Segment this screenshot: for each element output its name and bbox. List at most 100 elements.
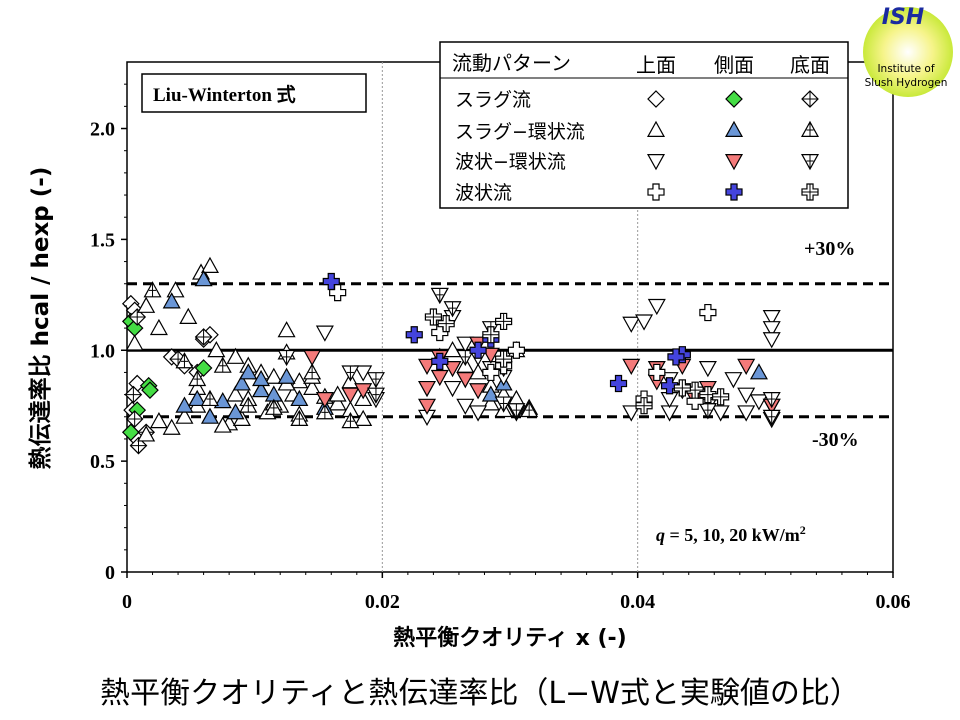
point-s6-9 xyxy=(443,380,462,398)
point-s6-17-shape xyxy=(647,298,666,316)
point-s3-30 xyxy=(226,385,245,402)
point-s6-1 xyxy=(354,365,373,382)
point-s6-29-shape xyxy=(762,332,781,349)
axis-ticks: 0 0.02 0.04 0.06 0 0.5 1.0 1.5 2.0 xyxy=(90,83,911,613)
point-s4-10-shape xyxy=(188,389,207,407)
point-s4-6-shape xyxy=(277,367,296,384)
point-s7-7 xyxy=(430,369,449,387)
point-s3-38-shape xyxy=(443,341,462,358)
point-s6-5 xyxy=(456,336,475,353)
point-s4-14 xyxy=(252,369,271,387)
point-s7-0 xyxy=(303,349,322,367)
point-s4-16-shape xyxy=(481,385,500,402)
point-s4-13-shape xyxy=(239,363,258,380)
x-tick-label-2: 0.04 xyxy=(620,591,655,613)
plus30-label: +30% xyxy=(804,238,855,260)
point-s4-8-shape xyxy=(200,407,220,424)
point-s4-16 xyxy=(481,385,500,402)
point-s7-2 xyxy=(341,387,360,404)
point-s3-18-shape xyxy=(354,409,373,426)
point-s6-33 xyxy=(698,361,717,378)
point-s3-2-shape xyxy=(149,318,168,336)
point-s4-11 xyxy=(290,389,309,407)
point-s6-25 xyxy=(749,394,768,411)
point-s6-32 xyxy=(737,405,756,422)
point-s8-4 xyxy=(443,301,462,318)
legend-marker-3-0-shape xyxy=(647,183,665,201)
point-s2-3 xyxy=(124,385,143,404)
point-s6-15 xyxy=(622,316,641,333)
point-s8-10 xyxy=(762,409,781,427)
point-s6-34-shape xyxy=(660,392,679,409)
point-s7-10-shape xyxy=(456,372,475,389)
point-s7-4-shape xyxy=(417,358,437,376)
point-s3-6-shape xyxy=(200,256,220,273)
point-s1-3-shape xyxy=(121,423,140,442)
point-s4-0 xyxy=(162,292,181,309)
point-s3-11-shape xyxy=(264,367,283,384)
method-label: Liu-Winterton 式 xyxy=(153,83,296,106)
legend-marker-0-1-shape xyxy=(725,90,743,108)
point-s5-7 xyxy=(290,409,309,426)
point-s3-4 xyxy=(179,307,198,324)
point-s3-30-shape xyxy=(226,385,245,402)
point-s6-0-shape xyxy=(315,325,334,342)
point-s6-11-shape xyxy=(469,405,488,422)
point-s11-9 xyxy=(673,379,691,397)
point-s8-1 xyxy=(341,365,360,382)
point-s6-27 xyxy=(762,310,781,327)
point-s5-0 xyxy=(143,281,162,298)
legend-marker-1-0 xyxy=(646,120,666,137)
point-s5-9 xyxy=(341,411,360,429)
point-s3-27 xyxy=(162,418,181,435)
point-s6-28-shape xyxy=(762,321,781,338)
point-s4-1 xyxy=(194,270,213,287)
point-s7-12-shape xyxy=(481,347,500,364)
y-axis-label: 熱伝達率比 hcal / hexp (-) xyxy=(27,167,54,470)
legend-marker-3-1-shape xyxy=(725,183,743,201)
point-s6-10-shape xyxy=(456,398,475,415)
point-s3-13-shape xyxy=(290,372,309,389)
point-s3-34 xyxy=(328,385,347,402)
point-s1-3 xyxy=(121,423,140,442)
point-s10-8 xyxy=(667,348,685,366)
point-s7-10 xyxy=(456,372,475,389)
logo-line1: Institute of xyxy=(877,63,934,75)
point-s3-24 xyxy=(175,407,194,424)
legend-row-slug-annular: スラグ−環状流 xyxy=(455,121,585,143)
point-s4-13 xyxy=(239,363,258,380)
point-s6-0 xyxy=(315,325,334,342)
point-s3-28-shape xyxy=(137,425,156,442)
point-s9-2-shape xyxy=(507,341,525,359)
point-s3-29 xyxy=(213,416,232,433)
point-s5-5 xyxy=(239,396,258,413)
point-s3-14 xyxy=(303,378,322,395)
point-s10-2 xyxy=(431,352,449,370)
point-s11-2 xyxy=(495,312,513,331)
point-s7-19 xyxy=(737,358,756,376)
point-s7-0-shape xyxy=(303,349,322,367)
point-s4-17 xyxy=(749,363,768,380)
legend-header: 流動パターン xyxy=(452,51,571,75)
point-s7-6 xyxy=(443,361,462,378)
point-s4-2-shape xyxy=(213,392,232,409)
point-s10-5-shape xyxy=(609,374,628,393)
point-s9-7-shape xyxy=(699,303,717,322)
legend-marker-1-1 xyxy=(724,120,744,137)
point-s6-14-shape xyxy=(622,405,641,422)
point-s6-29 xyxy=(762,332,781,349)
legend-col-bottom: 底面 xyxy=(790,53,830,77)
point-s3-26-shape xyxy=(149,411,168,429)
point-s10-1-shape xyxy=(405,326,423,344)
point-s3-1 xyxy=(137,296,156,313)
logo-circle xyxy=(863,7,953,97)
point-s1-6 xyxy=(194,359,213,377)
point-s6-34 xyxy=(660,392,679,409)
caption: 熱平衡クオリティと熱伝達率比（L−W式と実験値の比） xyxy=(100,676,860,711)
point-s10-6-shape xyxy=(660,377,679,395)
point-s10-0-shape xyxy=(322,272,340,291)
point-s8-9 xyxy=(762,392,781,409)
point-s3-24-shape xyxy=(175,407,194,424)
point-s3-38 xyxy=(443,341,462,358)
